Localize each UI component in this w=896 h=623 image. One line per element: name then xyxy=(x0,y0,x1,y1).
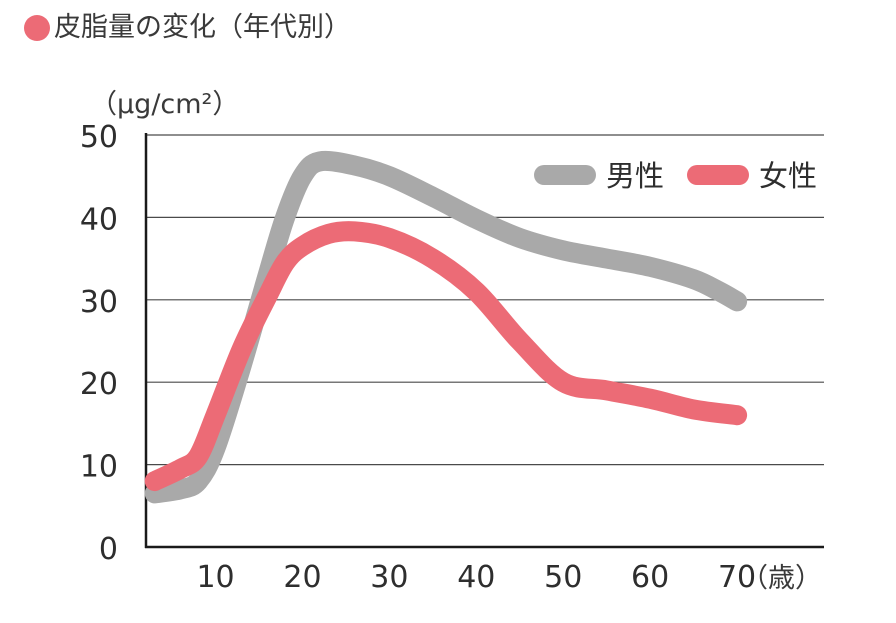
y-tick-label-10: 10 xyxy=(80,450,118,485)
series-line-male xyxy=(144,150,748,504)
y-tick-label-50: 50 xyxy=(80,120,118,155)
x-tick-label-10: 10 xyxy=(196,560,234,595)
y-axis-unit-label: （μg/cm²） xyxy=(90,89,240,120)
legend-label-male: 男性 xyxy=(606,159,664,193)
x-tick-label-30: 30 xyxy=(370,560,408,595)
x-tick-label-50: 50 xyxy=(544,560,582,595)
y-tick-label-30: 30 xyxy=(80,285,118,320)
chart-title: 皮脂量の変化（年代別） xyxy=(24,8,351,48)
x-tick-label-20: 20 xyxy=(283,560,321,595)
x-axis-unit-label: （歳） xyxy=(741,563,822,594)
legend-label-female: 女性 xyxy=(759,159,817,193)
x-tick-label-60: 60 xyxy=(631,560,669,595)
series-line-female xyxy=(144,221,748,492)
chart-title-text: 皮脂量の変化（年代別） xyxy=(54,12,351,43)
y-tick-label-40: 40 xyxy=(80,202,118,237)
y-tick-label-0: 0 xyxy=(99,532,118,567)
x-tick-label-40: 40 xyxy=(457,560,495,595)
title-bullet-dot xyxy=(24,15,50,41)
y-tick-label-20: 20 xyxy=(80,367,118,402)
x-tick-label-70: 70 xyxy=(718,560,756,595)
